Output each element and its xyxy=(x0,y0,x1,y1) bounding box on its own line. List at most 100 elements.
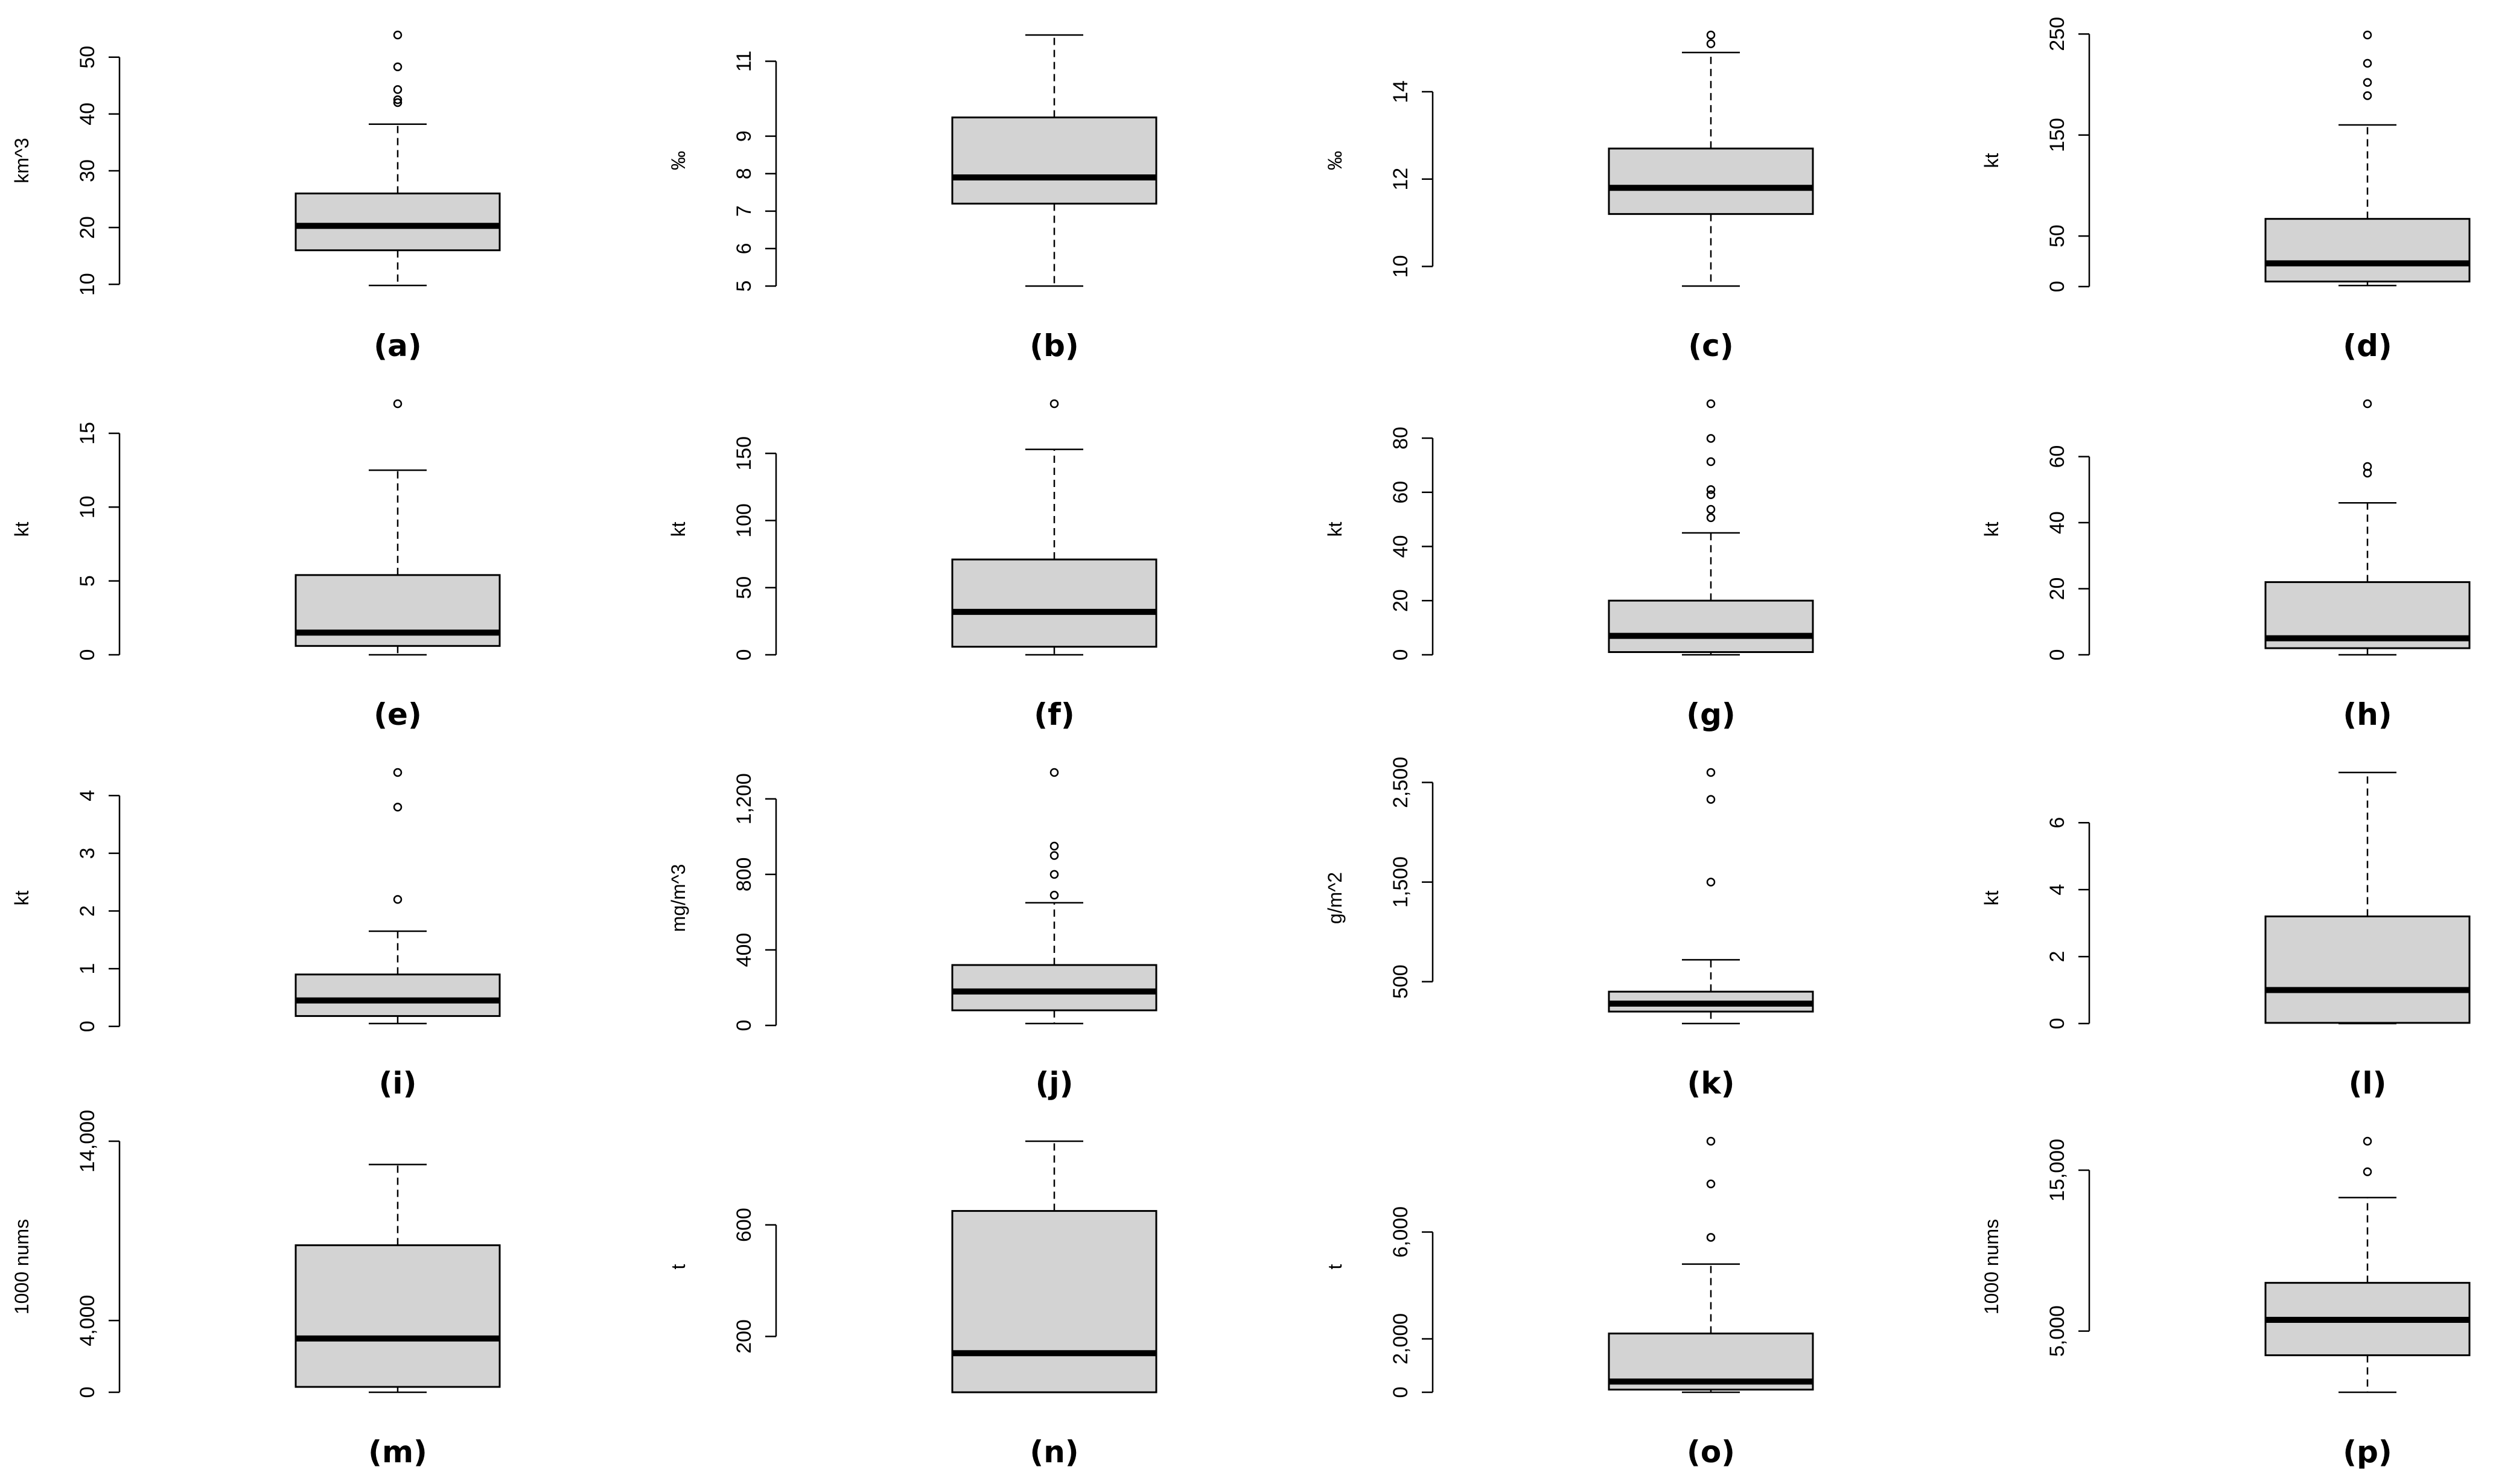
outlier xyxy=(1706,434,1716,443)
outlier xyxy=(1706,39,1716,48)
outlier xyxy=(393,399,403,409)
panel-caption: (k) xyxy=(1687,1066,1735,1101)
y-tick-label: 8 xyxy=(733,168,756,179)
y-tick-label: 0 xyxy=(733,649,756,661)
box xyxy=(2264,218,2471,282)
panel-caption: (i) xyxy=(379,1066,417,1101)
y-axis-label: kt xyxy=(11,521,33,537)
y-axis-label: kt xyxy=(11,890,33,905)
y-tick-label: 4 xyxy=(76,790,99,801)
panel-caption: (m) xyxy=(368,1435,427,1470)
outlier xyxy=(393,768,403,777)
outlier xyxy=(2363,462,2372,471)
panel-caption: (c) xyxy=(1688,328,1733,363)
box xyxy=(951,116,1157,205)
outlier xyxy=(393,85,403,94)
y-tick-label: 1,200 xyxy=(733,773,756,824)
panel-caption: (a) xyxy=(374,328,421,363)
y-axis-label: ‰ xyxy=(1324,151,1346,170)
outlier xyxy=(2363,78,2372,87)
y-tick-label: 14,000 xyxy=(76,1110,99,1173)
panel-caption: (n) xyxy=(1030,1435,1078,1470)
y-tick-label: 4,000 xyxy=(76,1295,99,1346)
y-tick-label: 5,000 xyxy=(2046,1305,2069,1357)
outlier xyxy=(393,803,403,812)
y-tick-label: 15,000 xyxy=(2046,1139,2069,1202)
y-tick-label: 15 xyxy=(76,422,99,445)
y-tick-label: 6 xyxy=(2046,817,2069,829)
y-tick-label: 1,500 xyxy=(1389,856,1412,908)
y-tick-label: 6,000 xyxy=(1389,1206,1412,1258)
y-axis-label: mg/m^3 xyxy=(667,864,689,932)
y-tick-label: 5 xyxy=(76,575,99,587)
y-tick-label: 800 xyxy=(733,858,756,892)
y-axis-label: kt xyxy=(1981,153,2002,168)
panel-caption: (h) xyxy=(2343,697,2392,732)
box xyxy=(295,973,501,1017)
box xyxy=(295,193,501,252)
outlier xyxy=(1706,513,1716,523)
y-axis-label: kt xyxy=(1324,521,1346,537)
outlier xyxy=(1706,457,1716,467)
y-tick-label: 60 xyxy=(1389,481,1412,504)
y-tick-label: 11 xyxy=(733,51,756,72)
y-tick-label: 0 xyxy=(1389,1387,1412,1398)
y-tick-label: 50 xyxy=(733,576,756,599)
outlier xyxy=(1049,891,1059,900)
y-tick-label: 10 xyxy=(76,273,99,296)
y-tick-label: 500 xyxy=(1389,964,1412,999)
y-tick-label: 200 xyxy=(733,1319,756,1354)
box xyxy=(1608,599,1814,654)
y-axis-label: t xyxy=(1324,1264,1346,1269)
box xyxy=(951,964,1157,1011)
outlier xyxy=(2363,1167,2372,1176)
outlier xyxy=(2363,399,2372,409)
outlier xyxy=(1706,399,1716,409)
y-tick-label: 2 xyxy=(76,905,99,917)
y-tick-label: 50 xyxy=(76,46,99,69)
y-tick-label: 10 xyxy=(1389,255,1412,278)
y-tick-label: 20 xyxy=(76,216,99,239)
outlier xyxy=(1706,877,1716,887)
panel-caption: (p) xyxy=(2343,1435,2392,1470)
y-tick-label: 0 xyxy=(76,1387,99,1398)
outlier xyxy=(1049,399,1059,409)
y-tick-label: 4 xyxy=(2046,884,2069,896)
panel-caption: (l) xyxy=(2349,1066,2387,1101)
y-tick-label: 20 xyxy=(2046,578,2069,600)
outlier xyxy=(2363,59,2372,68)
outlier xyxy=(1049,851,1059,860)
y-tick-label: 6 xyxy=(733,243,756,254)
y-axis-label: g/m^2 xyxy=(1324,872,1346,924)
y-tick-label: 0 xyxy=(2046,281,2069,292)
box xyxy=(2264,916,2471,1024)
panel-caption: (b) xyxy=(1030,328,1079,363)
y-tick-label: 60 xyxy=(2046,445,2069,468)
y-tick-label: 9 xyxy=(733,130,756,142)
outlier xyxy=(393,95,403,104)
y-tick-label: 40 xyxy=(1389,535,1412,558)
outlier xyxy=(1706,1136,1716,1146)
y-axis-label: kt xyxy=(1981,890,2002,905)
y-axis-label: 1000 nums xyxy=(1981,1219,2002,1314)
y-tick-label: 3 xyxy=(76,847,99,859)
panel-caption: (f) xyxy=(1034,697,1074,732)
y-axis-label: kt xyxy=(667,521,689,537)
y-tick-label: 30 xyxy=(76,159,99,182)
y-tick-label: 150 xyxy=(2046,118,2069,152)
outlier xyxy=(1706,1179,1716,1189)
y-tick-label: 0 xyxy=(2046,1018,2069,1030)
outlier xyxy=(1706,490,1716,500)
outlier xyxy=(1049,870,1059,879)
y-tick-label: 10 xyxy=(76,495,99,518)
y-axis-label: t xyxy=(667,1264,689,1269)
outlier xyxy=(1049,841,1059,851)
y-tick-label: 0 xyxy=(76,649,99,661)
outlier xyxy=(1049,768,1059,777)
y-tick-label: 20 xyxy=(1389,589,1412,612)
outlier xyxy=(393,98,403,107)
outlier xyxy=(393,30,403,40)
box xyxy=(1608,147,1814,215)
y-tick-label: 2 xyxy=(2046,951,2069,963)
y-tick-label: 0 xyxy=(76,1021,99,1032)
